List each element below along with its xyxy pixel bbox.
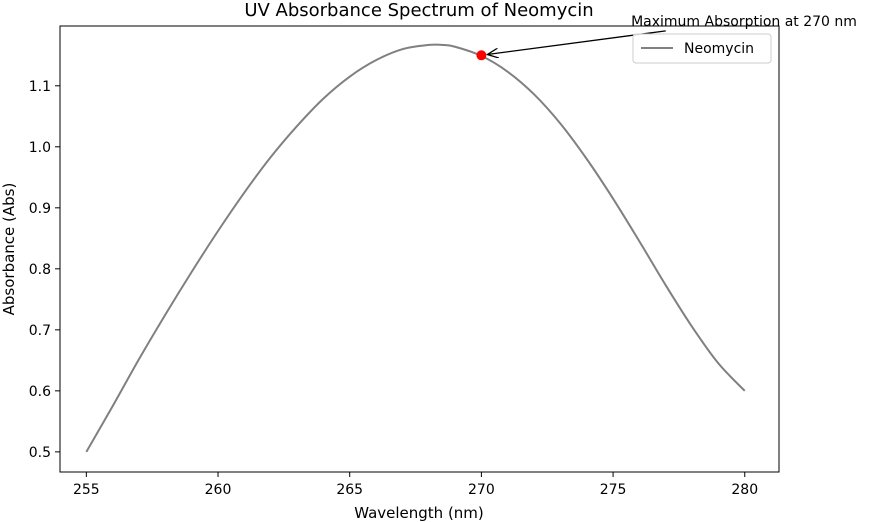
max-absorption-point xyxy=(476,50,487,61)
plot-area xyxy=(59,25,780,473)
x-tick-label: 280 xyxy=(731,482,758,498)
y-tick-label: 0.7 xyxy=(29,323,51,339)
x-tick-label: 265 xyxy=(336,482,363,498)
y-tick-label: 0.9 xyxy=(29,201,51,217)
y-axis-label: Absorbance (Abs) xyxy=(0,183,18,316)
annotation-text: Maximum Absorption at 270 nm xyxy=(631,14,857,30)
x-axis: 255 260 265 270 275 280 xyxy=(73,472,758,498)
x-axis-label: Wavelength (nm) xyxy=(354,504,484,522)
chart-title: UV Absorbance Spectrum of Neomycin xyxy=(244,0,593,21)
x-tick-label: 255 xyxy=(73,482,100,498)
legend: Neomycin xyxy=(632,33,772,64)
x-tick-label: 260 xyxy=(205,482,232,498)
x-tick-label: 275 xyxy=(600,482,627,498)
series-layer xyxy=(85,43,746,453)
y-axis: 0.5 0.6 0.7 0.8 0.9 1.0 1.1 xyxy=(29,79,60,461)
x-tick-label: 270 xyxy=(468,482,495,498)
y-tick-label: 1.0 xyxy=(29,140,51,156)
legend-label: Neomycin xyxy=(684,41,754,57)
y-tick-label: 0.8 xyxy=(29,262,51,278)
y-tick-label: 0.5 xyxy=(29,445,51,461)
series-line-neomycin xyxy=(85,43,746,453)
y-tick-label: 1.1 xyxy=(29,79,51,95)
y-tick-label: 0.6 xyxy=(29,384,51,400)
legend-box xyxy=(632,33,772,64)
